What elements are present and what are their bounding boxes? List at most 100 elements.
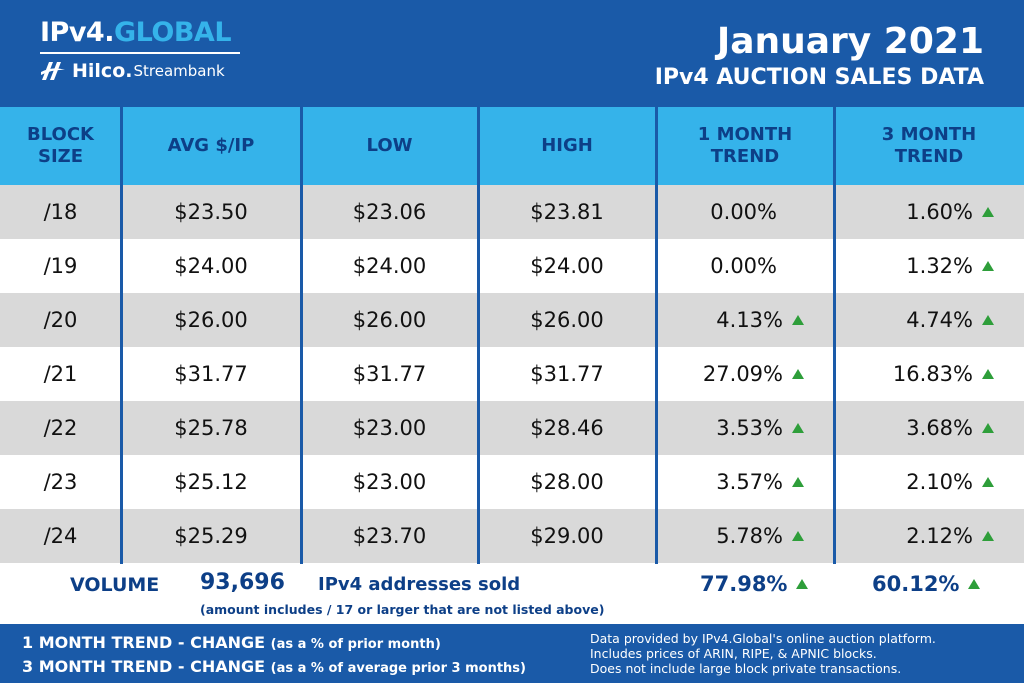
column-header-label: BLOCK SIZE — [26, 124, 94, 167]
title-block: January 2021 IPv4 AUCTION SALES DATA — [655, 22, 984, 92]
source-note: Data provided by IPv4.Global's online au… — [590, 631, 1010, 676]
cell-m3-trend: 1.60% — [834, 185, 994, 239]
cell-block: /18 — [43, 200, 78, 224]
trend-value: 1.60% — [906, 200, 973, 224]
column-header-label: 3 MONTH TREND — [881, 124, 977, 167]
column-header-0: BLOCK SIZE — [0, 107, 121, 185]
column-header-label: 1 MONTH TREND — [697, 124, 793, 167]
cell-low: $23.00 — [352, 470, 427, 494]
volume-1m-value: 77.98% — [700, 572, 788, 596]
cell-m3-trend: 1.32% — [834, 239, 994, 293]
trend-value: 3.53% — [716, 416, 783, 440]
cell-avg: $25.78 — [174, 416, 248, 440]
up-arrow-icon — [792, 423, 804, 433]
column-header-5: 3 MONTH TREND — [834, 107, 1024, 185]
column-divider — [477, 107, 480, 564]
source-line-1: Data provided by IPv4.Global's online au… — [590, 631, 936, 646]
trend-value: 1.32% — [906, 254, 973, 278]
up-arrow-icon — [982, 369, 994, 379]
cell-avg: $31.77 — [174, 362, 248, 386]
header-bar: IPv4.GLOBAL Hilco. Streambank January 202… — [0, 0, 1024, 107]
legend-line-1: 1 MONTH TREND - CHANGE (as a % of prior … — [22, 632, 526, 656]
volume-label: VOLUME — [70, 574, 160, 596]
cell-m1-trend: 27.09% — [656, 347, 804, 401]
cell-m1-trend: 4.13% — [656, 293, 804, 347]
cell-m1-trend: 0.00% — [656, 185, 804, 239]
hilco-swoosh-icon — [41, 62, 65, 80]
column-header-3: HIGH — [478, 107, 656, 185]
cell-m1-trend: 3.53% — [656, 401, 804, 455]
volume-row: VOLUME 93,696 IPv4 addresses sold (amoun… — [0, 564, 1024, 624]
brand-main: IPv4. — [40, 17, 114, 48]
up-arrow-icon — [982, 423, 994, 433]
brand-logo-text: IPv4.GLOBAL — [40, 18, 240, 48]
up-arrow-icon — [968, 579, 981, 589]
up-arrow-icon — [982, 531, 994, 541]
table-row: /24 $25.29 $23.70 $29.00 5.78% 2.12% — [0, 509, 1024, 563]
brand-accent: GLOBAL — [113, 17, 232, 48]
column-header-label: AVG $/IP — [167, 135, 255, 156]
cell-avg: $26.00 — [174, 308, 248, 332]
cell-avg: $24.00 — [174, 254, 248, 278]
cell-high: $28.00 — [530, 470, 604, 494]
brand: IPv4.GLOBAL Hilco. Streambank — [40, 18, 240, 82]
trend-value: 5.78% — [716, 524, 783, 548]
source-line-3: Does not include large block private tra… — [590, 661, 902, 676]
cell-high: $26.00 — [530, 308, 604, 332]
cell-low: $24.00 — [352, 254, 427, 278]
cell-m1-trend: 3.57% — [656, 455, 804, 509]
cell-high: $29.00 — [530, 524, 604, 548]
cell-avg: $23.50 — [174, 200, 248, 224]
hilco-text: Hilco. — [72, 60, 133, 82]
cell-low: $23.06 — [352, 200, 427, 224]
table-row: /18 $23.50 $23.06 $23.81 0.00% 1.60% — [0, 185, 1024, 239]
cell-block: /24 — [43, 524, 78, 548]
cell-m1-trend: 0.00% — [656, 239, 804, 293]
cell-m1-trend: 5.78% — [656, 509, 804, 563]
cell-high: $31.77 — [530, 362, 604, 386]
streambank-text: Streambank — [133, 62, 225, 80]
cell-high: $28.46 — [530, 416, 604, 440]
cell-m3-trend: 2.10% — [834, 455, 994, 509]
legend-3m-desc: (as a % of average prior 3 months) — [270, 661, 526, 676]
up-arrow-icon — [796, 579, 809, 589]
volume-1m-trend: 77.98% — [700, 570, 809, 598]
legend-1m-desc: (as a % of prior month) — [270, 637, 441, 652]
cell-low: $23.00 — [352, 416, 427, 440]
cell-block: /22 — [43, 416, 78, 440]
column-divider — [300, 107, 303, 564]
source-line-2: Includes prices of ARIN, RIPE, & APNIC b… — [590, 646, 877, 661]
table-row: /20 $26.00 $26.00 $26.00 4.13% 4.74% — [0, 293, 1024, 347]
table-row: /21 $31.77 $31.77 $31.77 27.09% 16.83% — [0, 347, 1024, 401]
table-row: /19 $24.00 $24.00 $24.00 0.00% 1.32% — [0, 239, 1024, 293]
brand-underline — [40, 52, 240, 54]
column-header-4: 1 MONTH TREND — [656, 107, 834, 185]
trend-value: 4.13% — [716, 308, 783, 332]
cell-avg: $25.29 — [174, 524, 248, 548]
up-arrow-icon — [982, 477, 994, 487]
cell-high: $24.00 — [530, 254, 604, 278]
legend-1m-label: 1 MONTH TREND - CHANGE — [22, 633, 266, 652]
legend-line-2: 3 MONTH TREND - CHANGE (as a % of averag… — [22, 656, 526, 680]
volume-text: IPv4 addresses sold — [318, 574, 521, 595]
cell-m3-trend: 4.74% — [834, 293, 994, 347]
footer-bar: 1 MONTH TREND - CHANGE (as a % of prior … — [0, 624, 1024, 683]
volume-count: 93,696 — [200, 570, 285, 595]
column-header-row: BLOCK SIZE AVG $/IP LOW HIGH 1 MONTH TREND 3 … — [0, 107, 1024, 185]
up-arrow-icon — [792, 315, 804, 325]
trend-value: 27.09% — [702, 362, 783, 386]
up-arrow-icon — [792, 369, 804, 379]
table-row: /22 $25.78 $23.00 $28.46 3.53% 3.68% — [0, 401, 1024, 455]
up-arrow-icon — [982, 261, 994, 271]
cell-block: /19 — [43, 254, 78, 278]
table-row: /23 $25.12 $23.00 $28.00 3.57% 2.10% — [0, 455, 1024, 509]
page-title: January 2021 — [716, 21, 984, 62]
trend-value: 3.68% — [906, 416, 973, 440]
up-arrow-icon — [792, 477, 804, 487]
column-header-2: LOW — [301, 107, 478, 185]
cell-m3-trend: 2.12% — [834, 509, 994, 563]
cell-m3-trend: 16.83% — [834, 347, 994, 401]
volume-3m-value: 60.12% — [872, 572, 960, 596]
cell-low: $26.00 — [352, 308, 427, 332]
